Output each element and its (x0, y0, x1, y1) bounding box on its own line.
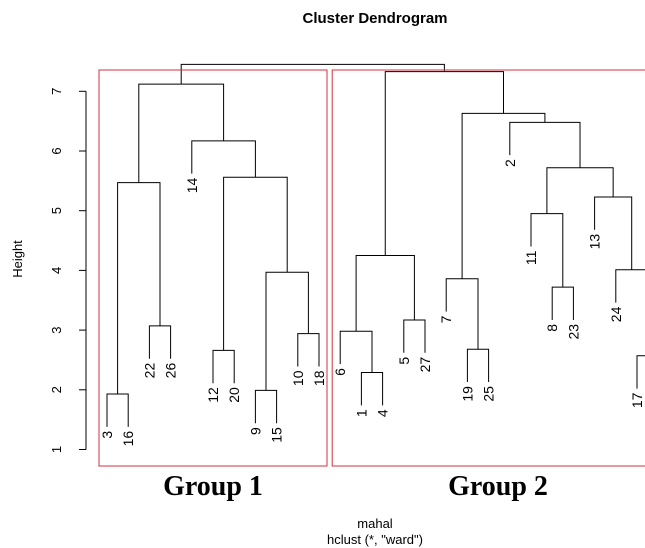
leaf-label: 5 (396, 357, 412, 365)
dendrogram-branch (445, 278, 479, 350)
dendrogram-branch (509, 121, 581, 168)
leaf-label: 14 (184, 177, 200, 193)
y-tick-label: 7 (49, 88, 64, 95)
dendrogram-branch (530, 213, 564, 288)
dendrogram-branch (191, 140, 256, 178)
leaf-label: 7 (438, 315, 454, 323)
leaf-label: 2 (502, 159, 518, 167)
group-label: Group 1 (163, 471, 263, 502)
leaf-label: 12 (205, 387, 221, 403)
leaf-label: 18 (311, 370, 327, 386)
dendrogram-branch (117, 182, 161, 394)
group-box (331, 69, 645, 467)
y-tick-label: 3 (49, 326, 64, 333)
hclust-method-label: hclust (*, "ward") (327, 532, 423, 547)
y-tick-label: 4 (49, 267, 64, 274)
leaf-label: 25 (481, 386, 497, 402)
leaf-labels: 3 16 22 26 14 12 20 9 15 10 18 6 1 4 5 27 7 19 25 2 11 8 23 13 2… (99, 159, 645, 446)
y-tick-label: 2 (49, 386, 64, 393)
chart-title: Cluster Dendrogram (302, 10, 447, 27)
leaf-label: 4 (375, 409, 391, 417)
leaf-label: 6 (332, 368, 348, 376)
leaf-label: 20 (226, 387, 242, 403)
dendrogram-branch (594, 196, 633, 270)
dendrogram-branch (384, 71, 505, 256)
dendrogram-branch (180, 63, 445, 85)
leaf-label: 24 (608, 306, 624, 322)
y-axis: 1 2 3 4 5 6 7 (49, 88, 87, 453)
y-tick-label: 6 (49, 147, 64, 154)
dendrogram-branch (148, 325, 172, 359)
dendrogram-branch (339, 330, 373, 373)
group-box (98, 69, 328, 467)
y-tick-label: 5 (49, 207, 64, 214)
dendrogram-branch (551, 286, 574, 320)
leaf-label: 17 (629, 392, 645, 408)
leaf-label: 19 (459, 386, 475, 402)
leaf-label: 26 (163, 363, 179, 379)
leaf-label: 16 (120, 431, 136, 447)
leaf-label: 10 (290, 370, 306, 386)
dendrogram-branch (223, 176, 288, 351)
leaf-label: 1 (353, 409, 369, 417)
y-axis-label: Height (10, 240, 25, 278)
leaf-label: 13 (587, 234, 603, 250)
leaf-label: 3 (99, 431, 115, 439)
leaf-label: 23 (565, 324, 581, 340)
dendrogram-branch (212, 349, 235, 384)
leaf-label: 15 (269, 427, 285, 443)
dendrogram-branch (106, 393, 129, 427)
leaf-label: 27 (417, 357, 433, 373)
group-boxes: Group 1 Group 2 (98, 69, 645, 502)
leaf-label: 9 (247, 427, 263, 435)
leaf-label: 11 (523, 250, 539, 265)
leaf-label: 8 (544, 324, 560, 332)
dendrogram-branch (138, 83, 225, 183)
dendrogram-branch (546, 167, 614, 214)
leaf-label: 22 (141, 363, 157, 379)
dendrogram-branch (360, 371, 384, 406)
group-label: Group 2 (448, 471, 548, 502)
dendrogram-branch (254, 389, 278, 424)
x-axis-label: mahal (357, 516, 393, 531)
dendrogram-tree (106, 63, 645, 427)
dendrogram-branch (403, 319, 426, 353)
dendrogram-branch (297, 333, 320, 367)
dendrogram-branch (636, 355, 645, 389)
y-tick-label: 1 (49, 446, 64, 453)
dendrogram-branch (466, 348, 490, 383)
